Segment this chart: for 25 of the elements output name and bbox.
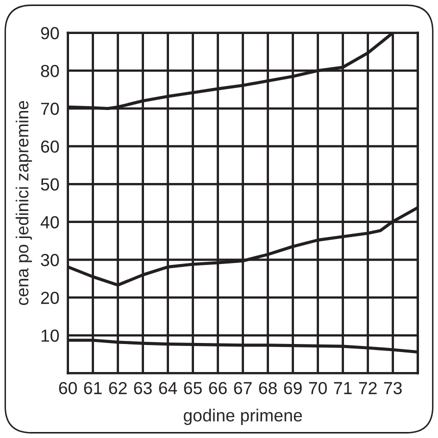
x-tick-label: 60 [59,382,77,394]
x-tick-label: 68 [259,382,277,394]
y-tick-label: 60 [41,140,59,153]
x-tick-label: 71 [334,382,352,394]
x-tick-label: 67 [234,382,252,394]
x-tick-label: 61 [84,382,102,394]
y-tick-label: 70 [41,102,59,115]
y-axis-title: cena po jedinici zapremine [16,100,32,306]
x-tick-label: 64 [159,382,178,394]
y-tick-label: 50 [40,178,59,191]
x-tick-label: 69 [284,382,302,394]
y-tick-label: 80 [41,64,59,78]
x-tick-label: 73 [384,382,402,394]
x-tick-label: 66 [209,382,227,394]
x-axis-title: godine primene [184,408,302,425]
x-tick-label: 72 [359,382,377,394]
y-tick-label: 30 [40,254,59,266]
y-tick-label: 10 [42,330,59,342]
y-tick-label: 20 [41,292,59,304]
x-tick-label: 62 [109,382,127,394]
x-tick-label: 63 [134,382,152,394]
x-tick-label: 70 [309,382,327,394]
y-tick-label: 90 [41,27,59,40]
y-tick-label: 40 [40,216,59,228]
x-tick-label: 65 [184,382,202,394]
